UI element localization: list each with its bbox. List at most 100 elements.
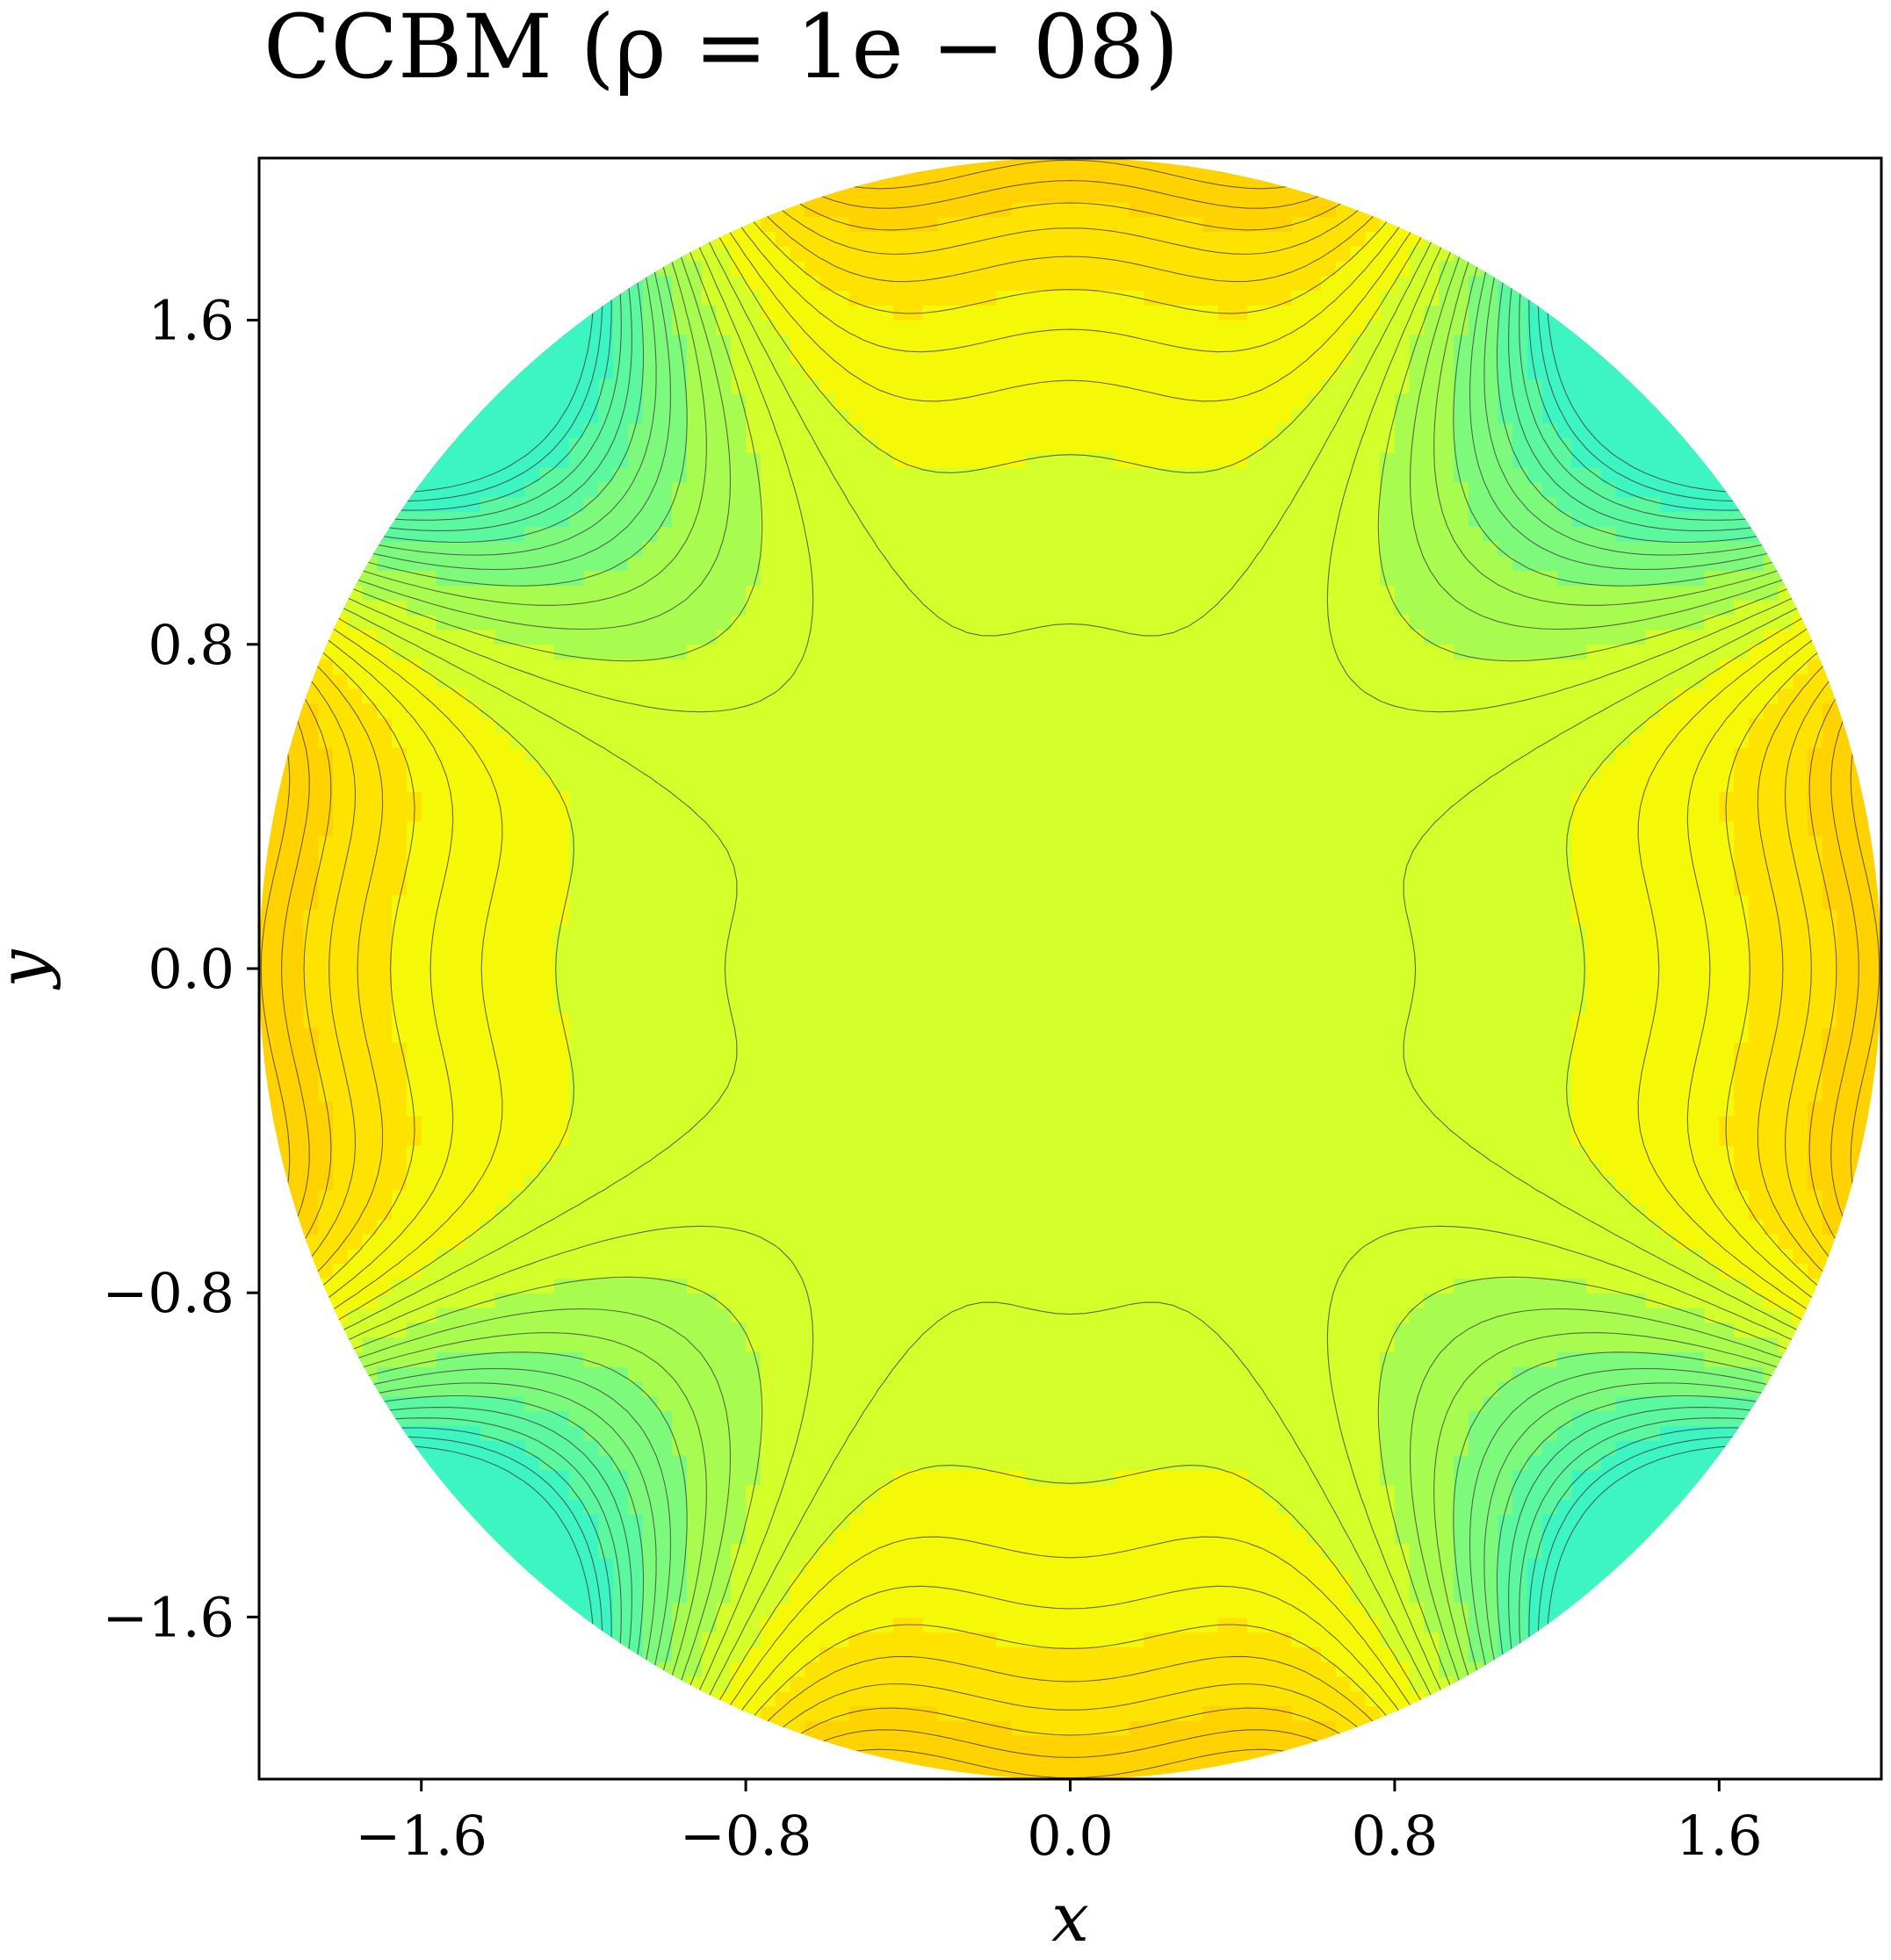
field-cell [1129, 467, 1145, 484]
field-cell [1615, 895, 1632, 912]
field-cell [966, 806, 983, 823]
field-cell [524, 895, 540, 912]
field-cell [1556, 305, 1573, 321]
field-cell [922, 349, 939, 365]
field-cell [863, 217, 880, 233]
field-cell [1424, 541, 1440, 558]
field-cell [598, 615, 614, 631]
field-cell [1350, 895, 1367, 912]
field-cell [1660, 703, 1676, 719]
field-cell [1187, 645, 1204, 660]
field-cell [1217, 880, 1233, 897]
field-cell [288, 762, 305, 779]
field-cell [819, 777, 835, 793]
field-cell [731, 925, 747, 940]
field-cell [1822, 806, 1838, 823]
field-cell [627, 349, 644, 365]
field-cell [1365, 438, 1381, 454]
field-cell [1144, 497, 1160, 513]
field-cell [775, 880, 791, 897]
field-cell [922, 172, 939, 189]
field-cell [834, 217, 850, 233]
field-cell [612, 718, 629, 734]
field-cell [893, 865, 909, 882]
field-cell [701, 393, 718, 410]
field-cell [805, 335, 820, 351]
field-cell [1630, 910, 1647, 926]
field-cell [716, 556, 733, 572]
field-cell [1055, 349, 1072, 365]
field-cell [259, 939, 275, 955]
field-cell [1232, 792, 1248, 808]
field-cell [1541, 821, 1558, 838]
field-cell [1026, 674, 1042, 690]
field-cell [775, 615, 791, 631]
field-cell [1468, 762, 1484, 779]
field-cell [1187, 393, 1204, 410]
field-cell [981, 571, 998, 587]
field-cell [1600, 910, 1617, 926]
field-cell [1600, 732, 1617, 749]
field-cell [1527, 585, 1543, 602]
field-cell [1187, 305, 1204, 321]
field-cell [1763, 821, 1779, 838]
field-cell [1070, 703, 1086, 719]
field-cell [1394, 438, 1411, 454]
field-cell [863, 600, 880, 616]
field-cell [1660, 452, 1676, 469]
field-cell [1173, 364, 1189, 380]
field-cell [686, 630, 703, 645]
field-cell [451, 438, 466, 454]
field-cell [1394, 851, 1411, 867]
field-cell [966, 497, 983, 513]
field-cell [1114, 806, 1130, 823]
field-cell [1808, 910, 1823, 926]
field-cell [746, 349, 761, 365]
field-cell [1291, 452, 1307, 469]
field-cell [1144, 541, 1160, 558]
field-cell [480, 939, 496, 955]
field-cell [1040, 526, 1057, 543]
field-cell [848, 865, 865, 882]
field-cell [494, 423, 511, 439]
field-cell [1187, 777, 1204, 793]
field-cell [1335, 556, 1352, 572]
field-cell [509, 718, 526, 734]
field-cell [1719, 467, 1735, 484]
field-cell [539, 806, 555, 823]
field-cell [1202, 556, 1219, 572]
field-cell [1556, 732, 1573, 749]
field-cell [848, 762, 865, 779]
field-cell [273, 674, 290, 690]
field-cell [1350, 792, 1367, 808]
field-cell [480, 910, 496, 926]
field-cell [1498, 939, 1514, 955]
field-cell [746, 526, 761, 543]
field-cell [863, 320, 880, 336]
field-cell [805, 630, 820, 645]
field-cell [1246, 674, 1263, 690]
field-cell [1468, 806, 1484, 823]
field-cell [509, 910, 526, 926]
field-cell [362, 895, 379, 912]
field-cell [377, 910, 393, 926]
field-cell [996, 718, 1013, 734]
field-cell [1365, 305, 1381, 321]
field-cell [1217, 836, 1233, 852]
field-cell [878, 747, 894, 764]
field-cell [981, 438, 998, 454]
field-cell [746, 836, 761, 852]
field-cell [1748, 556, 1765, 572]
field-cell [1556, 423, 1573, 439]
field-cell [524, 732, 540, 749]
field-cell [819, 615, 835, 631]
field-cell [1350, 217, 1367, 233]
field-cell [848, 541, 865, 558]
field-cell [981, 732, 998, 749]
field-cell [553, 335, 570, 351]
field-cell [1158, 349, 1174, 365]
field-cell [1129, 320, 1145, 336]
field-cell [1586, 408, 1602, 425]
field-cell [701, 541, 718, 558]
field-cell [1320, 645, 1337, 660]
